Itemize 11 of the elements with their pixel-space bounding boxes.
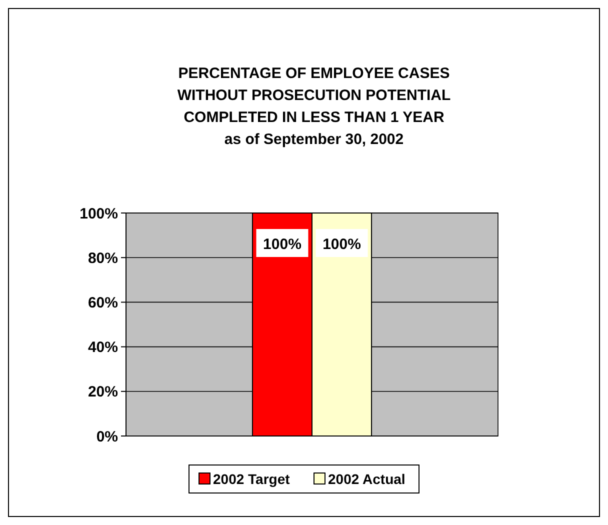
chart-title: PERCENTAGE OF EMPLOYEE CASES WITHOUT PROSECUTION POTENTIAL COMPLETED IN LESS THAN 1 YEAR as of September 30, 2002: [177, 65, 451, 148]
data-label: 100%: [322, 236, 361, 253]
y-tick-label: 20%: [88, 384, 118, 401]
y-tick-label: 0%: [96, 428, 118, 446]
legend-label: 2002 Actual: [328, 471, 406, 487]
y-tick-label: 60%: [88, 294, 118, 312]
data-label: 100%: [263, 236, 302, 253]
y-tick-label: 40%: [88, 339, 118, 356]
legend-label: 2002 Target: [213, 471, 290, 487]
y-tick-label: 80%: [88, 250, 118, 267]
y-tick-label: 100%: [80, 205, 118, 222]
